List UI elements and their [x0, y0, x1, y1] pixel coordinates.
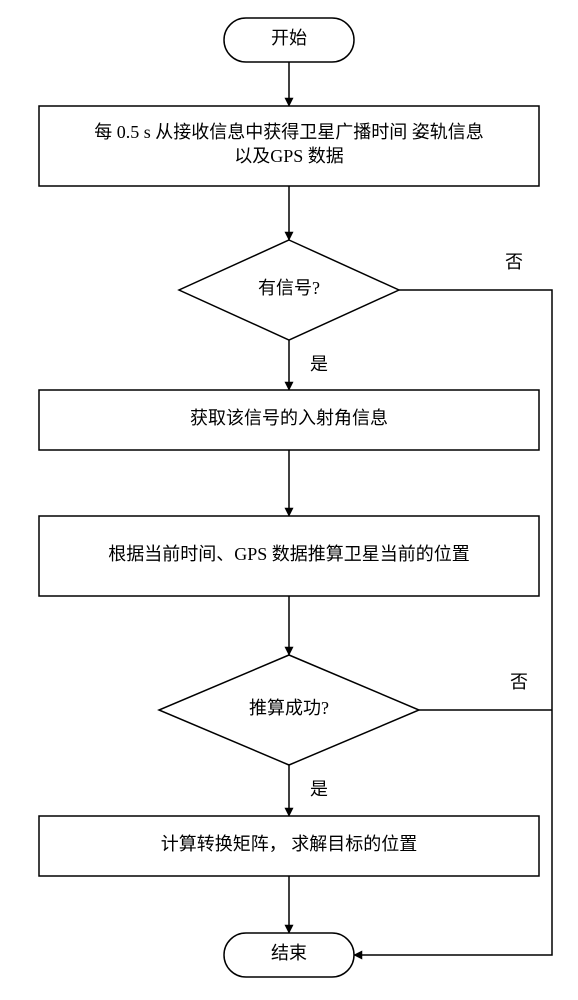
node-label: 根据当前时间、GPS 数据推算卫星当前的位置	[108, 544, 470, 564]
node-step1: 每 0.5 s 从接收信息中获得卫星广播时间 姿轨信息以及GPS 数据	[39, 106, 539, 186]
edge-label: 是	[310, 354, 328, 374]
edge-label: 否	[505, 252, 523, 272]
node-label: 推算成功?	[249, 698, 329, 718]
node-start: 开始	[224, 18, 354, 62]
flowchart: 是是否否开始每 0.5 s 从接收信息中获得卫星广播时间 姿轨信息以及GPS 数…	[0, 0, 578, 1000]
node-label: 以及GPS 数据	[234, 146, 344, 166]
node-label: 每 0.5 s 从接收信息中获得卫星广播时间 姿轨信息	[94, 122, 484, 142]
node-label: 获取该信号的入射角信息	[190, 408, 388, 428]
node-step3: 根据当前时间、GPS 数据推算卫星当前的位置	[39, 516, 539, 596]
node-label: 有信号?	[258, 278, 320, 298]
node-step2: 获取该信号的入射角信息	[39, 390, 539, 450]
node-dec1: 有信号?	[179, 240, 399, 340]
node-end: 结束	[224, 933, 354, 977]
edge-label: 否	[510, 672, 528, 692]
node-label: 计算转换矩阵， 求解目标的位置	[161, 834, 418, 854]
node-label: 开始	[271, 28, 307, 48]
node-dec2: 推算成功?	[159, 655, 419, 765]
node-step4: 计算转换矩阵， 求解目标的位置	[39, 816, 539, 876]
edge-label: 是	[310, 779, 328, 799]
node-label: 结束	[271, 943, 307, 963]
